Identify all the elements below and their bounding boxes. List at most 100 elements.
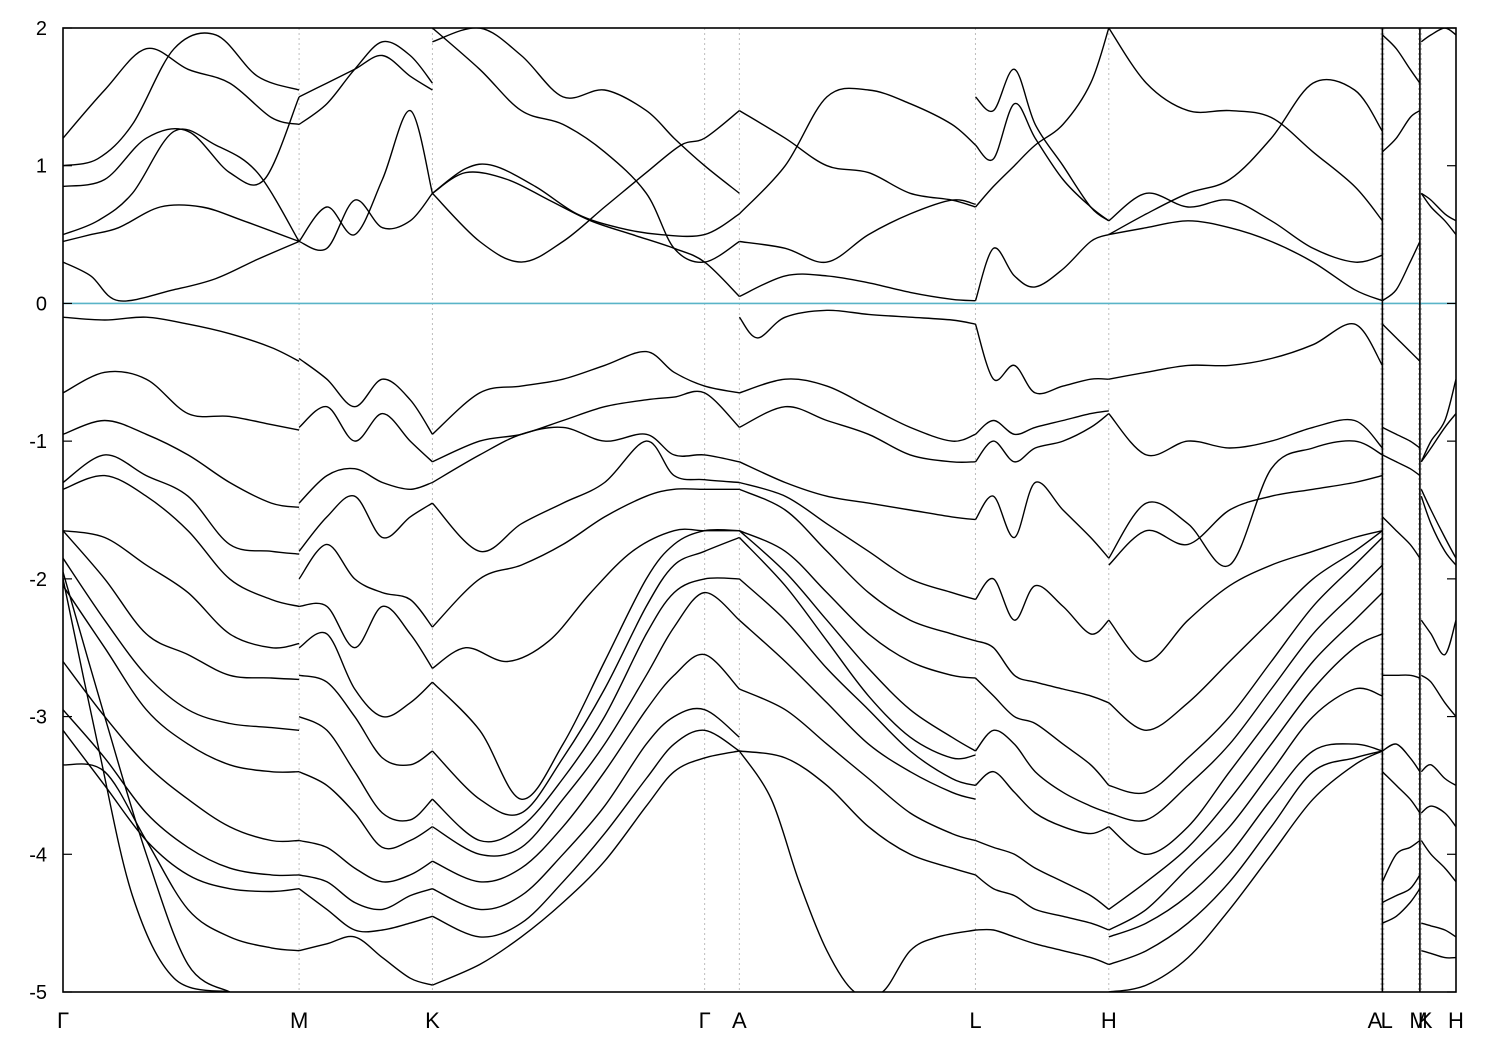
band-line bbox=[1108, 413, 1383, 457]
band-line bbox=[1381, 516, 1421, 559]
band-line bbox=[298, 874, 433, 911]
band-line bbox=[1420, 764, 1456, 787]
x-axis-kpoint-labels: Γ M K Γ A L H AL MK H bbox=[57, 1008, 1464, 1033]
band-line bbox=[432, 653, 740, 883]
band-line bbox=[431, 536, 740, 816]
band-line bbox=[739, 481, 976, 601]
band-line bbox=[1420, 192, 1456, 222]
band-line bbox=[1421, 922, 1456, 938]
band-line bbox=[975, 410, 1109, 436]
band-line bbox=[1420, 28, 1456, 43]
band-line bbox=[298, 839, 433, 883]
band-line bbox=[1381, 110, 1421, 153]
band-line bbox=[63, 585, 300, 773]
band-line bbox=[431, 577, 740, 843]
band-line bbox=[739, 405, 976, 463]
x-tick-label: K bbox=[1418, 1008, 1433, 1033]
band-line bbox=[63, 709, 300, 877]
band-line bbox=[432, 750, 740, 986]
band-line bbox=[739, 461, 976, 521]
band-line bbox=[1382, 426, 1421, 449]
band-line bbox=[974, 729, 1110, 814]
x-tick-label: L bbox=[1381, 1008, 1393, 1033]
band-line bbox=[63, 763, 300, 952]
band-line bbox=[738, 537, 976, 760]
y-tick-label: -3 bbox=[29, 707, 47, 729]
band-line bbox=[431, 488, 740, 628]
band-line bbox=[1108, 474, 1383, 566]
band-line bbox=[298, 495, 433, 552]
band-line bbox=[1420, 495, 1456, 566]
band-line bbox=[738, 87, 976, 215]
band-line bbox=[738, 619, 976, 800]
x-tick-label: H bbox=[1101, 1008, 1117, 1033]
band-line bbox=[432, 707, 740, 911]
band-line bbox=[298, 935, 433, 986]
band-line bbox=[1420, 619, 1456, 656]
band-line bbox=[739, 688, 976, 842]
band-line bbox=[1381, 34, 1421, 84]
band-line bbox=[974, 28, 1110, 208]
band-line bbox=[63, 240, 300, 302]
band-lines bbox=[63, 28, 1456, 992]
band-line bbox=[1382, 674, 1421, 679]
band-line bbox=[63, 454, 300, 555]
y-tick-label: 1 bbox=[36, 156, 47, 178]
band-line bbox=[738, 530, 976, 752]
band-line bbox=[298, 109, 434, 242]
band-line bbox=[63, 571, 231, 992]
band-line bbox=[1420, 840, 1456, 883]
band-line bbox=[975, 68, 1110, 222]
band-line bbox=[1108, 28, 1383, 222]
x-tick-label: K bbox=[425, 1008, 440, 1033]
y-axis-tick-labels: -5 -4 -3 -2 -1 0 1 2 bbox=[29, 18, 47, 1004]
band-line bbox=[1420, 489, 1456, 559]
band-line bbox=[1108, 530, 1383, 663]
band-line bbox=[63, 530, 300, 649]
band-line bbox=[432, 426, 740, 484]
band-line bbox=[974, 323, 1109, 395]
band-line bbox=[738, 750, 976, 992]
band-line bbox=[975, 640, 1110, 704]
band-line bbox=[1108, 687, 1383, 931]
band-line bbox=[974, 233, 1110, 301]
band-line bbox=[975, 770, 1110, 835]
band-line bbox=[739, 750, 976, 876]
band-line bbox=[1381, 323, 1421, 362]
band-line bbox=[299, 602, 433, 669]
band-line bbox=[1108, 323, 1383, 380]
band-line bbox=[298, 405, 433, 463]
band-line bbox=[432, 390, 740, 463]
y-tick-label: -1 bbox=[29, 431, 47, 453]
band-line bbox=[63, 557, 300, 731]
band-line bbox=[1108, 750, 1383, 966]
band-line bbox=[974, 413, 1110, 463]
band-line bbox=[1381, 839, 1421, 883]
band-line bbox=[1420, 674, 1456, 718]
band-line bbox=[63, 32, 300, 167]
band-line bbox=[1108, 78, 1383, 236]
y-axis-ticks bbox=[63, 27, 1456, 993]
band-line bbox=[63, 370, 300, 431]
path-break-dividers bbox=[1381, 28, 1421, 992]
band-line bbox=[298, 631, 433, 718]
x-tick-label: A bbox=[1368, 1008, 1383, 1033]
band-line bbox=[738, 578, 976, 787]
x-tick-label: M bbox=[1409, 1008, 1427, 1033]
x-tick-label: H bbox=[1448, 1008, 1464, 1033]
kpoint-gridlines bbox=[298, 28, 1422, 992]
band-line bbox=[739, 110, 976, 208]
band-line bbox=[431, 528, 740, 800]
band-line bbox=[1382, 874, 1421, 904]
band-line bbox=[1381, 771, 1421, 814]
band-line bbox=[63, 729, 300, 893]
band-line bbox=[432, 528, 740, 669]
band-line bbox=[431, 28, 740, 264]
band-line bbox=[298, 357, 433, 435]
band-line bbox=[1420, 805, 1456, 828]
band-line bbox=[298, 888, 433, 933]
band-line bbox=[432, 171, 740, 297]
band-line bbox=[1420, 379, 1456, 463]
band-line bbox=[1108, 750, 1383, 992]
